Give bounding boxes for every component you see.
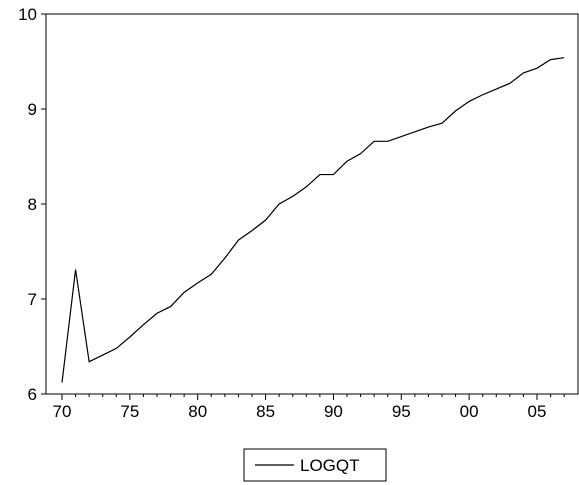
- plot-frame: [45, 13, 579, 395]
- data-point: [386, 140, 389, 143]
- x-tick-label: 70: [53, 402, 72, 421]
- data-point: [413, 130, 416, 133]
- y-tick-label: 7: [28, 290, 37, 309]
- data-point: [454, 109, 457, 112]
- legend-label: LOGQT: [300, 456, 360, 475]
- data-point: [142, 323, 145, 326]
- data-point: [400, 135, 403, 138]
- data-point: [183, 291, 186, 294]
- data-point: [156, 312, 159, 315]
- data-point: [169, 305, 172, 308]
- data-point: [61, 381, 64, 384]
- data-point: [359, 152, 362, 155]
- y-axis: 6 7 8 9 10: [18, 5, 46, 404]
- data-point: [318, 173, 321, 176]
- x-tick-label: 80: [188, 402, 207, 421]
- data-point: [481, 93, 484, 96]
- data-point: [101, 354, 104, 357]
- data-point: [549, 58, 552, 61]
- data-point: [536, 67, 539, 70]
- x-tick-label: 75: [120, 402, 139, 421]
- y-tick-label: 6: [28, 385, 37, 404]
- data-point: [128, 336, 131, 339]
- data-point: [237, 239, 240, 242]
- data-point: [196, 281, 199, 284]
- data-point: [251, 229, 254, 232]
- x-tick-label: 00: [460, 402, 479, 421]
- y-tick-label: 10: [18, 5, 37, 24]
- data-point: [264, 219, 267, 222]
- data-point: [88, 360, 91, 363]
- x-tick-label: 85: [256, 402, 275, 421]
- series-layer: [61, 56, 566, 384]
- x-tick-label: 05: [528, 402, 547, 421]
- x-tick-label: 95: [392, 402, 411, 421]
- y-tick-label: 9: [28, 100, 37, 119]
- data-point: [210, 273, 213, 276]
- data-point: [441, 122, 444, 125]
- data-point: [332, 173, 335, 176]
- data-point: [305, 185, 308, 188]
- data-point: [563, 56, 566, 59]
- data-point: [115, 347, 118, 350]
- data-point: [508, 82, 511, 85]
- y-tick-label: 8: [28, 195, 37, 214]
- data-point: [495, 88, 498, 91]
- legend: LOGQT: [243, 448, 387, 482]
- data-point: [346, 160, 349, 163]
- data-point: [468, 100, 471, 103]
- x-tick-label: 90: [324, 402, 343, 421]
- data-point: [373, 140, 376, 143]
- data-point: [291, 195, 294, 198]
- data-point: [427, 126, 430, 129]
- data-point: [278, 203, 281, 206]
- series-line-logqt: [61, 57, 565, 383]
- data-point: [74, 268, 77, 271]
- data-point: [522, 71, 525, 74]
- data-point: [223, 257, 226, 260]
- x-axis: 70 75 80 85 90 95 00 05: [53, 394, 565, 421]
